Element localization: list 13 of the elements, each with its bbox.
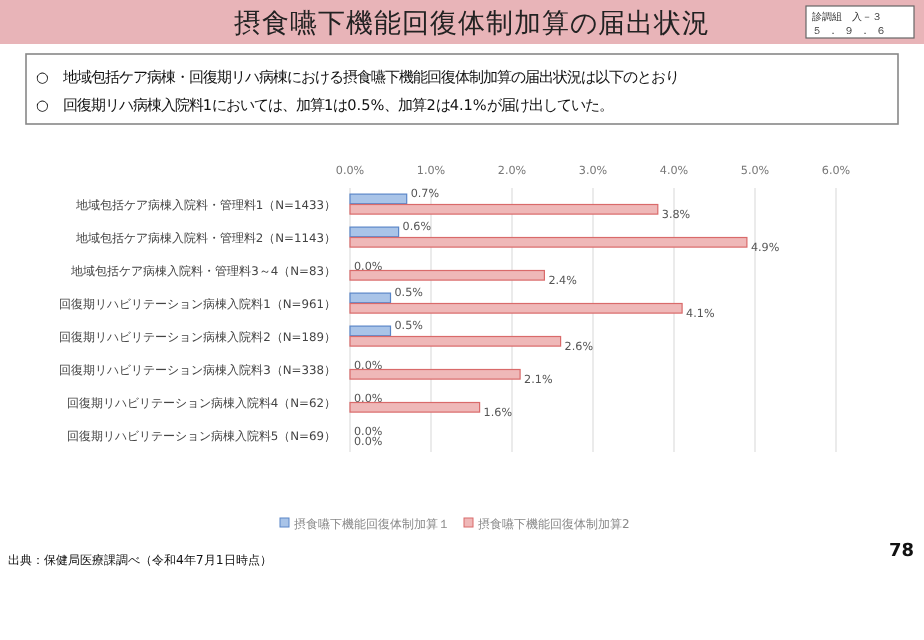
bar bbox=[349, 368, 521, 380]
bar bbox=[349, 325, 392, 337]
bar bbox=[349, 335, 562, 347]
bar bbox=[349, 203, 659, 215]
bar bbox=[349, 302, 683, 314]
chart-title: 摂食嚥下機能回復体制加算の届出状況 bbox=[234, 8, 710, 40]
bar bbox=[349, 193, 408, 205]
bar bbox=[349, 236, 748, 248]
text: 78 bbox=[888, 542, 914, 562]
bar bbox=[349, 401, 481, 413]
bar bbox=[349, 269, 545, 281]
bar bbox=[349, 292, 392, 304]
bar bbox=[349, 226, 400, 238]
